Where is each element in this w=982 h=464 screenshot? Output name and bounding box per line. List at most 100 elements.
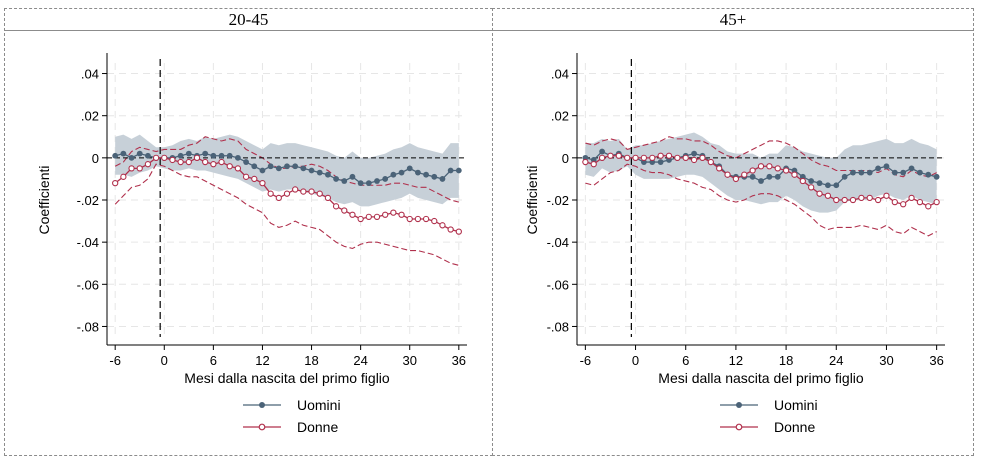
data-point-uomini	[128, 154, 135, 161]
data-point-uomini	[308, 167, 315, 174]
data-point-donne	[365, 213, 372, 221]
data-point-donne	[324, 194, 332, 202]
data-point-donne	[808, 184, 815, 191]
data-point-uomini	[235, 154, 241, 161]
data-point-uomini	[226, 152, 233, 159]
data-point-uomini	[112, 152, 119, 159]
data-point-uomini	[185, 150, 192, 157]
data-point-uomini	[120, 150, 127, 157]
data-point-donne	[152, 154, 160, 161]
data-point-uomini	[691, 150, 697, 157]
data-point-donne	[774, 165, 781, 172]
x-tick-label: 18	[304, 353, 318, 368]
data-point-uomini	[431, 173, 438, 180]
ci-line-donne-lower	[585, 163, 937, 237]
data-point-uomini	[316, 169, 323, 176]
data-point-uomini	[374, 178, 380, 184]
data-point-donne	[120, 173, 127, 180]
ci-line-donne-upper	[585, 136, 937, 178]
legend-left: Uomini Donne	[5, 395, 492, 445]
data-point-uomini	[900, 169, 907, 176]
data-point-donne	[665, 152, 673, 159]
data-point-donne	[161, 154, 168, 161]
data-point-donne	[447, 226, 454, 233]
legend-label-uomini: Uomini	[774, 397, 818, 413]
data-point-donne	[732, 175, 740, 183]
data-point-donne	[674, 154, 681, 161]
chart-plot-left: .04 .02 0 -.02 -.04 -.06 -.08 -6 0 6 12 18 24 30 36 Mes…	[36, 53, 467, 386]
data-point-donne	[649, 154, 656, 161]
data-point-uomini	[382, 176, 389, 182]
data-point-uomini	[243, 159, 249, 165]
y-tick-label: -.02	[547, 193, 569, 208]
legend-right: Uomini Donne	[493, 395, 973, 445]
x-tick-label: 30	[879, 353, 893, 368]
x-axis-title: Mesi dalla nascita del primo figlio	[184, 370, 390, 386]
x-tick-label: -6	[580, 353, 592, 368]
x-tick-label: 24	[353, 353, 367, 368]
data-point-donne	[398, 211, 405, 218]
data-point-donne	[357, 215, 364, 223]
y-tick-label: -.04	[547, 235, 569, 250]
legend-label-uomini: Uomini	[297, 397, 341, 413]
data-point-donne	[177, 158, 184, 166]
data-point-uomini	[284, 163, 290, 170]
data-point-donne	[590, 161, 597, 168]
data-point-uomini	[766, 173, 773, 180]
data-point-uomini	[749, 173, 756, 180]
data-point-uomini	[390, 171, 397, 178]
data-point-donne	[607, 152, 614, 159]
data-point-uomini	[908, 165, 915, 172]
y-axis-title: Coefficienti	[524, 165, 540, 234]
data-point-donne	[136, 165, 143, 172]
x-tick-label: 12	[729, 353, 743, 368]
data-point-donne	[267, 190, 274, 197]
data-point-uomini	[447, 167, 454, 174]
data-point-donne	[925, 203, 932, 210]
y-tick-label: -.06	[77, 277, 99, 292]
data-point-donne	[300, 188, 307, 195]
data-point-donne	[766, 163, 773, 170]
y-tick-label: -.02	[77, 193, 99, 208]
data-point-donne	[916, 198, 924, 206]
data-point-uomini	[858, 169, 865, 176]
data-point-uomini	[423, 171, 429, 178]
data-point-donne	[582, 158, 589, 166]
data-point-donne	[390, 209, 397, 216]
panel-title-left: 20-45	[5, 9, 492, 31]
data-point-donne	[741, 171, 748, 178]
x-tick-label: 0	[632, 353, 639, 368]
data-point-donne	[791, 171, 798, 178]
data-point-uomini	[251, 163, 258, 170]
data-point-donne	[799, 177, 806, 185]
ci-band-uomini	[115, 134, 459, 207]
data-point-uomini	[292, 163, 299, 170]
data-point-uomini	[325, 171, 331, 178]
data-point-uomini	[917, 169, 923, 176]
data-point-uomini	[455, 167, 462, 174]
data-point-donne	[144, 161, 152, 168]
data-point-uomini	[218, 152, 225, 159]
data-point-donne	[185, 158, 192, 166]
y-tick-label: -.04	[77, 235, 99, 250]
data-point-donne	[690, 156, 698, 164]
data-point-uomini	[406, 165, 413, 172]
y-tick-label: 0	[562, 151, 569, 166]
y-axis-title: Coefficienti	[36, 165, 52, 234]
data-point-donne	[841, 196, 848, 204]
data-point-donne	[682, 154, 689, 161]
data-point-donne	[210, 161, 217, 168]
data-point-uomini	[365, 180, 372, 187]
data-point-donne	[234, 165, 242, 172]
data-point-donne	[749, 167, 756, 174]
y-tick-label: -.06	[547, 277, 569, 292]
data-point-donne	[782, 167, 790, 174]
data-point-uomini	[599, 148, 605, 155]
ci-band-uomini	[585, 132, 937, 213]
data-point-donne	[422, 215, 430, 223]
data-point-donne	[849, 196, 857, 204]
data-point-donne	[316, 190, 323, 197]
data-point-uomini	[177, 152, 184, 159]
data-point-donne	[598, 154, 606, 161]
data-point-uomini	[202, 150, 209, 157]
